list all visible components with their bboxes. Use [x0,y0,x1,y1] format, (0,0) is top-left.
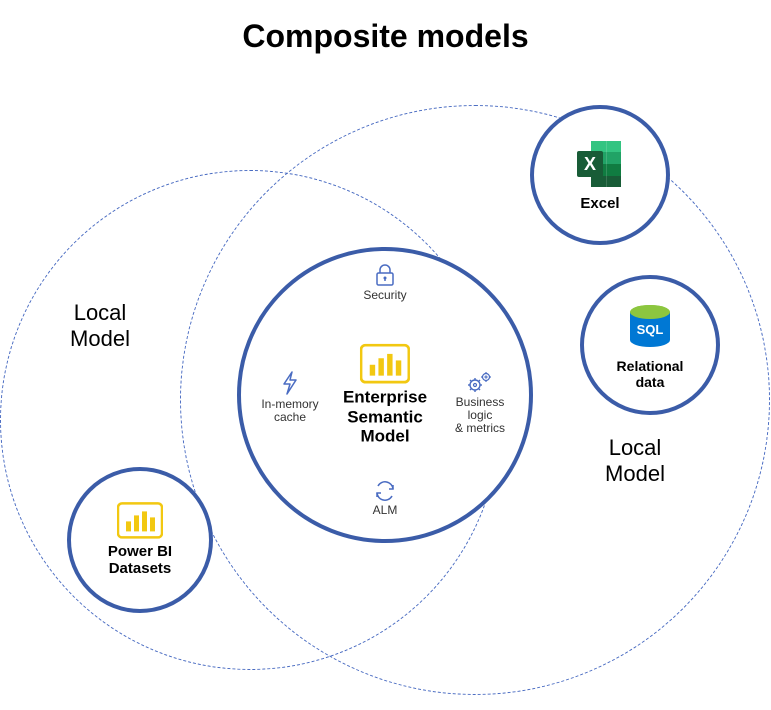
cache-label: In-memorycache [261,398,318,424]
sql-icon: SQL [623,300,677,354]
powerbi-icon [360,344,410,384]
feature-security: Security [340,263,430,302]
feature-alm: ALM [340,480,430,517]
biz-label: Businesslogic& metrics [455,396,505,436]
node-excel: X Excel [530,105,670,245]
biz-icon [466,370,494,394]
reldata-label: Relationaldata [617,358,684,390]
enterprise-semantic-model-label: EnterpriseSemanticModel [343,388,427,447]
node-relational-data: SQL Relationaldata [580,275,720,415]
alm-icon [373,480,397,502]
feature-cache: In-memorycache [245,370,335,424]
excel-icon: X [573,137,627,191]
excel-label: Excel [580,195,619,212]
local-label-line2: Model [70,326,130,351]
page-title: Composite models [0,18,771,55]
local-label-line1: Local [74,300,127,325]
svg-text:X: X [584,154,596,174]
security-label: Security [363,289,406,302]
local-model-label-right: LocalModel [585,435,685,488]
node-powerbi-datasets: Power BIDatasets [67,467,213,613]
powerbi-icon [117,502,163,539]
svg-text:SQL: SQL [637,322,664,337]
local-model-label-left: LocalModel [50,300,150,353]
feature-biz: Businesslogic& metrics [435,370,525,436]
powerbi-datasets-label: Power BIDatasets [108,543,172,578]
cache-icon [280,370,300,396]
security-icon [374,263,396,287]
local-label-line1: Local [609,435,662,460]
alm-label: ALM [373,504,398,517]
local-label-line2: Model [605,461,665,486]
